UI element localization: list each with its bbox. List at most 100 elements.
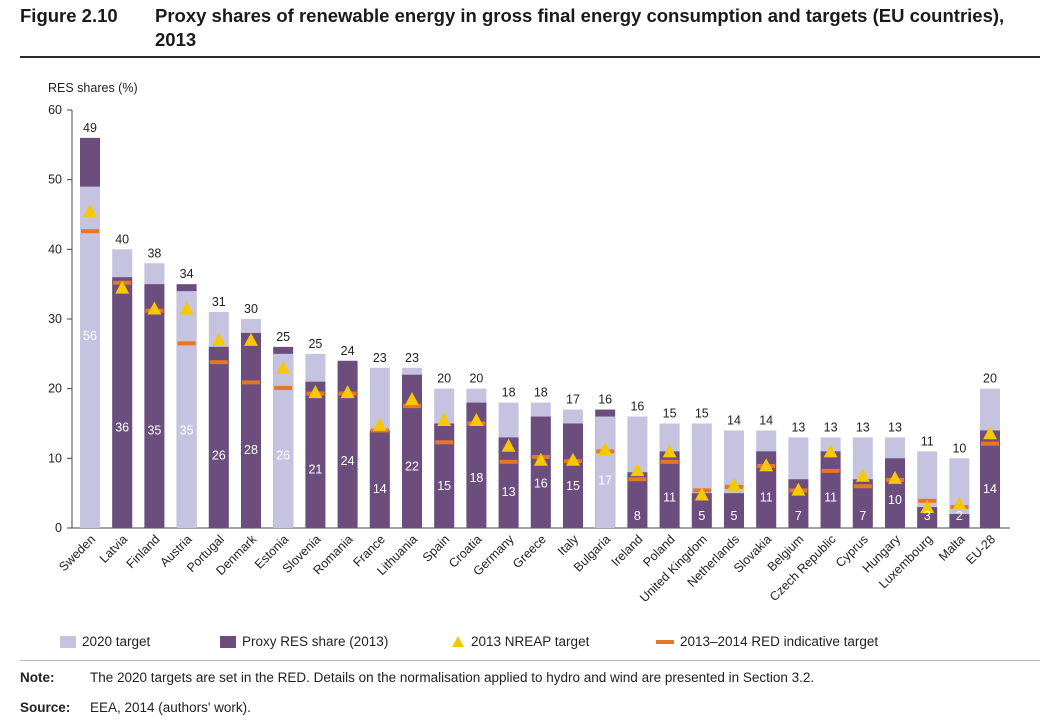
nreap-target-marker-luxembourg (920, 500, 935, 514)
y-tick-label: 40 (48, 242, 62, 256)
share-value-label-slovakia: 11 (760, 490, 773, 504)
bar-proxy-share-cyprus (852, 479, 873, 528)
target-value-label-luxembourg: 11 (921, 434, 934, 448)
nreap-target-marker-hungary (888, 470, 902, 484)
target-value-label-slovakia: 14 (759, 413, 773, 427)
red-target-dash-spain (435, 440, 454, 445)
target-value-label-czech-republic: 13 (824, 420, 838, 434)
bar-proxy-share-united-kingdom (691, 493, 712, 528)
target-value-label-italy: 17 (566, 393, 580, 407)
legend-swatch-2020-target (60, 635, 76, 648)
red-target-dash-portugal (209, 360, 228, 365)
nreap-target-marker-spain (437, 413, 452, 427)
nreap-target-marker-estonia (276, 360, 291, 374)
category-label-italy: Italy (555, 532, 582, 559)
target-value-label-germany: 18 (502, 386, 516, 400)
source: Source: EEA, 2014 (authors' work). (20, 700, 251, 715)
share-value-label-croatia: 18 (469, 471, 483, 485)
share-value-label-estonia: 26 (276, 449, 290, 463)
red-target-dash-cyprus (853, 484, 872, 489)
target-value-label-cyprus: 13 (856, 420, 870, 434)
nreap-target-marker-germany (501, 438, 516, 452)
note: Note: The 2020 targets are set in the RED… (20, 670, 814, 685)
bar-proxy-share-slovenia (305, 381, 326, 528)
target-value-label-eu-28: 20 (983, 372, 997, 386)
share-value-label-slovenia: 21 (308, 462, 322, 476)
note-divider (20, 660, 1040, 661)
y-tick-label: 20 (48, 382, 62, 396)
nreap-target-marker-bulgaria (598, 442, 613, 456)
legend-label-red: 2013–2014 RED indicative target (680, 634, 879, 649)
note-text: The 2020 targets are set in the RED. Det… (90, 670, 815, 685)
bar-proxy-share-portugal (208, 346, 229, 528)
share-value-label-netherlands: 5 (731, 509, 738, 523)
nreap-target-marker-slovenia (308, 385, 323, 399)
red-target-dash-estonia (274, 385, 293, 390)
y-tick-label: 60 (48, 103, 62, 117)
share-value-label-czech-republic: 11 (824, 490, 837, 504)
category-label-finland: Finland (124, 532, 163, 571)
category-label-eu-28: EU-28 (963, 532, 998, 567)
bar-proxy-share-denmark (241, 332, 261, 528)
bar-2020-target-estonia (273, 353, 294, 528)
share-value-label-greece: 16 (534, 476, 548, 490)
share-value-label-sweden: 56 (83, 329, 97, 343)
nreap-target-marker-croatia (469, 413, 484, 427)
legend-label-2020-target: 2020 target (82, 634, 151, 649)
red-target-dash-sweden (81, 229, 99, 234)
share-value-label-ireland: 8 (634, 509, 641, 523)
title-divider (20, 56, 1040, 58)
target-value-label-spain: 20 (437, 372, 451, 386)
nreap-target-marker-sweden (83, 204, 97, 218)
category-label-sweden: Sweden (56, 532, 98, 574)
red-target-dash-poland (660, 459, 679, 464)
nreap-target-marker-netherlands (727, 477, 741, 491)
share-value-label-germany: 13 (502, 485, 516, 499)
target-value-label-finland: 38 (147, 246, 161, 260)
share-value-label-portugal: 26 (212, 449, 226, 463)
nreap-target-marker-finland (147, 301, 162, 315)
legend-swatch-proxy-share (220, 635, 236, 648)
share-value-label-lithuania: 22 (405, 460, 419, 474)
note-label: Note: (20, 670, 55, 685)
share-value-label-poland: 11 (663, 490, 676, 504)
target-value-label-hungary: 13 (888, 420, 902, 434)
category-label-malta: Malta (936, 532, 968, 564)
target-value-label-sweden: 49 (83, 121, 97, 135)
target-value-label-estonia: 25 (276, 330, 290, 344)
share-value-label-eu-28: 14 (983, 482, 997, 496)
red-target-dash-austria (177, 341, 196, 346)
bar-proxy-share-romania (337, 360, 358, 528)
nreap-target-marker-italy (566, 452, 580, 466)
red-target-dash-germany (499, 459, 518, 464)
nreap-target-marker-united-kingdom (694, 487, 709, 501)
target-value-label-greece: 18 (534, 386, 548, 400)
nreap-target-marker-cyprus (855, 468, 870, 482)
share-value-label-cyprus: 7 (859, 509, 866, 523)
nreap-target-marker-france (372, 417, 387, 431)
y-axis-label: RES shares (%) (48, 81, 138, 95)
nreap-target-marker-latvia (115, 280, 130, 294)
nreap-target-marker-greece (533, 452, 548, 466)
target-value-label-slovenia: 25 (308, 337, 322, 351)
share-value-label-luxembourg: 3 (924, 509, 931, 523)
share-value-label-malta: 2 (956, 509, 963, 523)
legend-label-proxy-share: Proxy RES share (2013) (242, 634, 389, 649)
legend-label-nreap: 2013 NREAP target (471, 634, 590, 649)
dash-icon (656, 639, 674, 644)
share-value-label-latvia: 36 (115, 421, 129, 435)
target-value-label-malta: 10 (952, 441, 966, 455)
source-label: Source: (20, 700, 71, 715)
red-target-dash-eu-28 (981, 441, 999, 446)
figure-number: Figure 2.10 (20, 5, 118, 26)
nreap-target-marker-malta (952, 496, 967, 510)
bar-proxy-share-ireland (627, 472, 648, 528)
share-value-label-spain: 15 (437, 479, 451, 493)
legend-item-nreap: 2013 NREAP target (452, 634, 589, 649)
bar-proxy-share-lithuania (402, 374, 422, 528)
nreap-target-marker-denmark (244, 332, 258, 346)
legend-item-red: 2013–2014 RED indicative target (656, 634, 878, 649)
red-target-dash-denmark (242, 380, 260, 385)
y-tick-label: 50 (48, 173, 62, 187)
figure-title: Figure 2.10 Proxy shares of renewable ene… (20, 4, 1040, 52)
